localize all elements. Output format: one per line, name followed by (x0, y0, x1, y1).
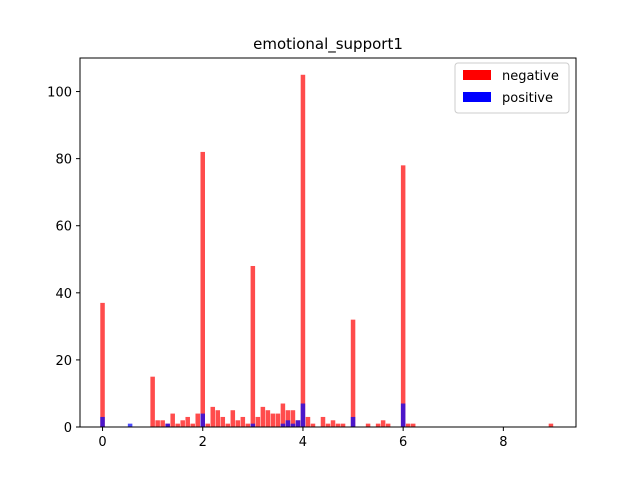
bar-negative-36 (330, 420, 336, 427)
x-tick-label: 0 (98, 435, 106, 450)
x-tick-label: 6 (399, 435, 407, 450)
x-tick-label: 4 (299, 435, 307, 450)
bar-positive-7 (290, 423, 296, 427)
bar-positive-1 (127, 423, 133, 427)
bar-negative-26 (275, 413, 281, 427)
chart-title: emotional_support1 (253, 35, 403, 54)
bar-positive-5 (280, 423, 286, 427)
bar-negative-0 (100, 302, 105, 427)
legend-swatch-positive (463, 92, 491, 102)
x-tick-label: 2 (199, 435, 207, 450)
y-tick-label: 100 (47, 86, 72, 101)
bar-negative-37 (335, 423, 341, 427)
bar-negative-23 (260, 406, 266, 427)
bar-negative-13 (210, 406, 216, 427)
bar-negative-16 (225, 423, 231, 427)
bar-positive-2 (165, 423, 170, 427)
bar-negative-34 (320, 416, 326, 427)
bar-negative-24 (265, 410, 271, 427)
legend: negative positive (454, 62, 570, 114)
y-tick-label: 20 (55, 354, 72, 369)
bar-negative-47 (548, 423, 554, 427)
bar-negative-45 (405, 423, 411, 427)
bar-negative-12 (205, 423, 211, 427)
bar-negative-25 (270, 413, 276, 427)
bar-negative-9 (190, 423, 195, 427)
y-tick-label: 0 (64, 421, 72, 436)
bar-negative-21 (250, 265, 256, 427)
y-tick-label: 40 (55, 287, 72, 302)
bar-negative-28 (285, 410, 291, 427)
bar-negative-17 (230, 410, 236, 427)
bar-negative-1 (150, 376, 155, 427)
bars-layer (100, 74, 554, 428)
bar-negative-20 (245, 423, 251, 427)
bar-negative-5 (170, 413, 175, 427)
bar-negative-8 (185, 416, 190, 427)
bar-negative-41 (375, 423, 381, 427)
bar-negative-32 (305, 416, 311, 427)
bar-negative-7 (180, 420, 185, 427)
bar-positive-0 (100, 416, 105, 427)
bar-positive-10 (350, 416, 356, 427)
legend-label-positive: positive (502, 91, 553, 106)
bar-negative-31 (300, 74, 306, 428)
axes-frame (79, 57, 577, 428)
bar-negative-2 (155, 420, 160, 427)
bar-positive-4 (250, 423, 256, 427)
bar-positive-11 (400, 403, 406, 427)
x-tick-label: 8 (499, 435, 507, 450)
bar-positive-8 (295, 420, 301, 427)
bar-negative-40 (365, 423, 371, 427)
bar-positive-6 (285, 420, 291, 427)
y-tick-label: 60 (55, 220, 72, 235)
y-tick-label: 80 (55, 153, 72, 168)
bar-negative-35 (325, 423, 331, 427)
bar-negative-43 (385, 423, 391, 427)
legend-swatch-negative (463, 70, 491, 80)
bar-negative-29 (290, 410, 296, 427)
bar-negative-18 (235, 420, 241, 427)
bar-negative-39 (350, 319, 356, 427)
bar-negative-22 (255, 416, 261, 427)
bar-negative-14 (215, 410, 221, 427)
bar-negative-6 (175, 423, 180, 427)
bar-negative-33 (310, 423, 316, 427)
bar-negative-38 (340, 423, 346, 427)
bar-negative-11 (200, 151, 205, 427)
bar-negative-19 (240, 416, 246, 427)
bar-negative-3 (160, 420, 165, 427)
bar-positive-3 (200, 413, 205, 427)
bar-negative-46 (410, 423, 416, 427)
bar-positive-9 (300, 403, 306, 427)
bar-negative-10 (195, 413, 200, 427)
bar-negative-44 (400, 165, 406, 427)
legend-label-negative: negative (502, 69, 559, 84)
bar-negative-42 (380, 420, 386, 427)
bar-negative-27 (280, 403, 286, 427)
bar-negative-15 (220, 416, 226, 427)
plot-background (80, 58, 576, 427)
